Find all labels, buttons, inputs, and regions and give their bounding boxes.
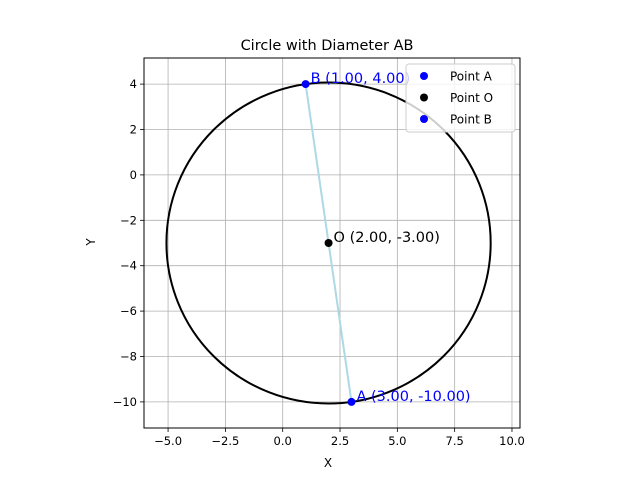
x-tick-label: −2.5 xyxy=(211,434,239,448)
circle xyxy=(165,81,492,405)
point-label-b: B (1.00, 4.00) xyxy=(311,71,411,87)
legend-label-b: Point B xyxy=(450,113,492,127)
x-tick-label: −5.0 xyxy=(154,434,182,448)
x-tick-label: 5.0 xyxy=(388,434,406,448)
y-tick-label: 2 xyxy=(130,123,137,137)
x-tick-label: 0.0 xyxy=(274,434,292,448)
legend-box xyxy=(405,63,516,133)
legend-marker-o xyxy=(420,93,428,102)
y-tick-label: −6 xyxy=(120,304,137,318)
point-a xyxy=(347,397,356,406)
point-o xyxy=(324,239,333,247)
point-b xyxy=(301,80,310,89)
chart-title: Circle with Diameter AB xyxy=(241,38,414,54)
y-tick-label: −4 xyxy=(120,259,137,273)
y-tick-label: 4 xyxy=(130,77,137,91)
legend: Point A Point O Point B xyxy=(405,63,516,133)
x-tick-label: 7.5 xyxy=(446,434,464,448)
point-label-o: O (2.00, -3.00) xyxy=(334,230,440,246)
axes: −5.0 −2.5 0.0 2.5 5.0 7.5 10.0 −10 −8 −6 −4 −2 0 2 4 xyxy=(113,57,525,448)
y-tick-label: 0 xyxy=(130,168,137,182)
y-tick-label: −10 xyxy=(113,395,137,409)
legend-label-o: Point O xyxy=(450,91,493,105)
x-tick-label: 10.0 xyxy=(499,434,525,448)
legend-label-a: Point A xyxy=(450,70,493,84)
y-tick-label: −2 xyxy=(120,213,137,227)
plot-area: A (3.00, -10.00) O (2.00, -3.00) B (1.00, … xyxy=(165,71,492,406)
legend-marker-b xyxy=(420,115,428,123)
y-axis-label: Y xyxy=(84,238,98,247)
legend-marker-a xyxy=(420,72,428,80)
point-label-a: A (3.00, -10.00) xyxy=(356,389,470,405)
x-tick-label: 2.5 xyxy=(331,434,349,448)
axes-frame xyxy=(143,57,521,429)
y-tick-label: −8 xyxy=(120,349,137,363)
x-axis-label: X xyxy=(324,456,332,470)
